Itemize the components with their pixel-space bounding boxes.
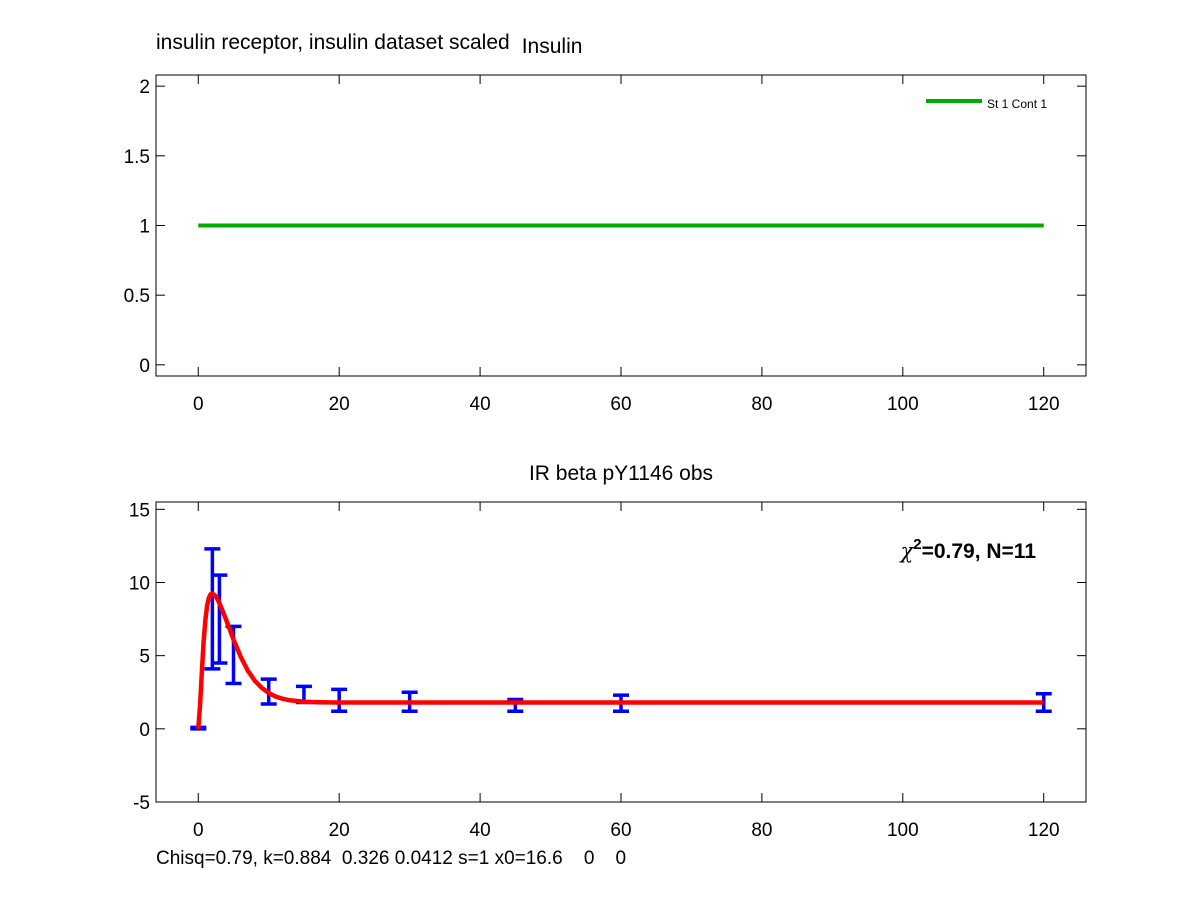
x-tick-label: 100 (887, 394, 919, 415)
y-tick-label: 1 (139, 217, 150, 238)
figure-title: insulin receptor, insulin dataset scaled (156, 31, 510, 54)
x-tick-label: 120 (1028, 394, 1060, 415)
y-tick-label: 15 (129, 500, 150, 521)
y-tick-label: 10 (129, 573, 150, 594)
x-tick-label: 80 (751, 820, 772, 841)
chi-superscript: 2 (913, 536, 921, 553)
y-tick-label: -5 (133, 793, 150, 814)
x-tick-label: 60 (610, 820, 631, 841)
ir-beta-plot: IR beta pY1146 obs 0 20 40 60 80 100 120 -5 0 5 10 1… (129, 462, 1087, 841)
fit-parameters-text: Chisq=0.79, k=0.884 0.326 0.0412 s=1 x0=… (156, 848, 626, 869)
chi-symbol: χ (898, 539, 914, 563)
y-tick-label: 5 (139, 647, 150, 668)
error-bar (204, 547, 221, 671)
error-bar (211, 573, 228, 665)
y-tick-label: 2 (139, 77, 150, 98)
x-tick-label: 100 (887, 820, 919, 841)
y-tick-label: 0 (139, 356, 150, 377)
x-tick-label: 0 (193, 820, 204, 841)
y-tick-label: 1.5 (124, 147, 150, 168)
x-tick-label: 40 (470, 820, 491, 841)
x-tick-label: 120 (1028, 820, 1060, 841)
x-tick-label: 20 (329, 394, 350, 415)
chi-square-annotation: χ2=0.79, N=11 (898, 536, 1036, 563)
legend-label: St 1 Cont 1 (987, 97, 1047, 111)
x-tick-label: 60 (610, 394, 631, 415)
plot-title: IR beta pY1146 obs (529, 462, 713, 485)
insulin-plot: Insulin 0 20 40 60 80 100 120 0 0.5 1 1.5 2 St 1 Cont… (124, 35, 1087, 415)
y-tick-label: 0.5 (124, 286, 150, 307)
x-tick-label: 0 (193, 394, 204, 415)
chi-value: =0.79, N=11 (922, 540, 1037, 563)
fit-curve (196, 591, 1044, 729)
x-tick-label: 80 (751, 394, 772, 415)
x-tick-label: 40 (470, 394, 491, 415)
plot-title: Insulin (522, 35, 583, 58)
x-tick-label: 20 (329, 820, 350, 841)
y-tick-label: 0 (139, 720, 150, 741)
